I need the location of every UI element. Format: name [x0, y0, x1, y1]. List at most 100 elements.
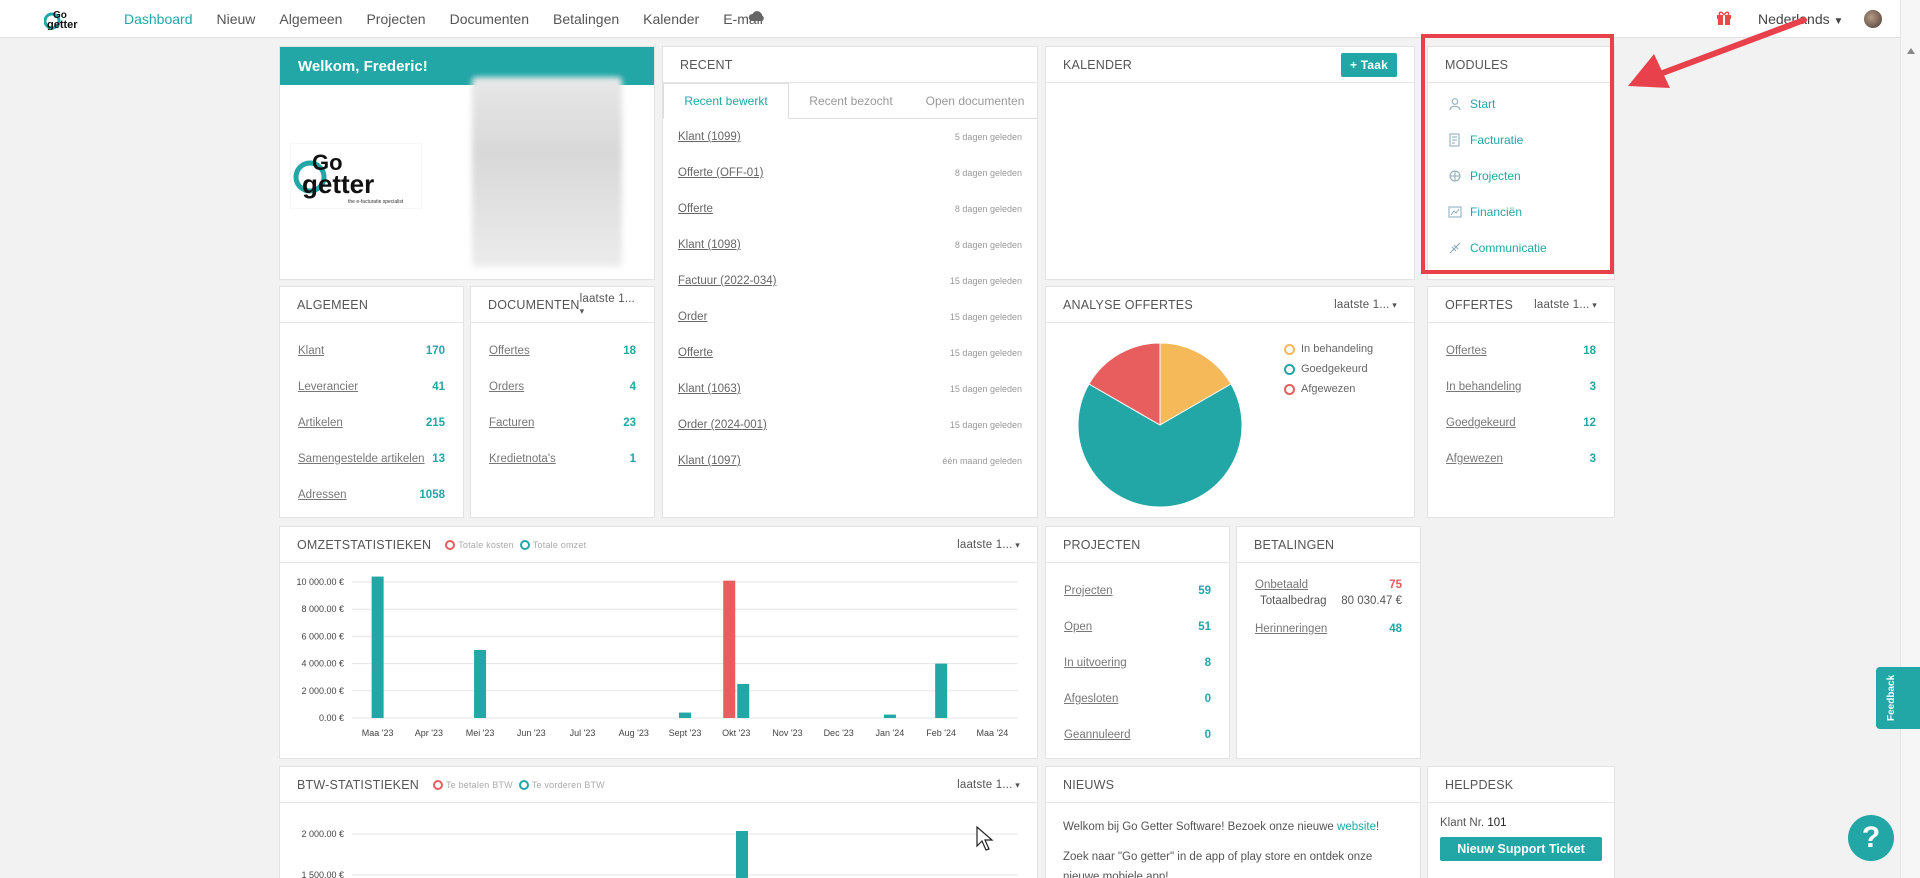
bar-kosten[interactable] [723, 580, 736, 718]
stat-value: 41 [432, 381, 445, 393]
legend-item[interactable]: Te vorderen BTW [518, 779, 605, 790]
x-tick-label: Maa '24 [977, 728, 1009, 738]
legend-item[interactable]: Totale omzet [519, 539, 586, 550]
legend-item[interactable]: Te betalen BTW [432, 779, 513, 790]
finance-icon [1448, 206, 1462, 218]
projecten-title: PROJECTEN [1063, 537, 1141, 552]
stat-value: 1058 [419, 489, 445, 501]
tab-recent-bewerkt[interactable]: Recent bewerkt [663, 83, 789, 119]
module-facturatie[interactable]: Facturatie [1428, 122, 1614, 158]
stat-link[interactable]: In behandeling [1446, 381, 1522, 393]
stat-link[interactable]: Goedgekeurd [1446, 417, 1516, 429]
module-financien[interactable]: Financiën [1428, 194, 1614, 230]
website-link[interactable]: website [1337, 821, 1377, 833]
recent-item-link[interactable]: Klant (1097) [678, 455, 741, 467]
help-button[interactable]: ? [1848, 815, 1894, 861]
legend-item[interactable]: Afgewezen [1284, 379, 1373, 399]
stat-link[interactable]: Projecten [1064, 585, 1113, 597]
caret-down-icon: ▼ [1833, 16, 1844, 27]
recent-item-link[interactable]: Offerte (OFF-01) [678, 167, 764, 179]
feedback-tab[interactable]: Feedback [1876, 667, 1920, 729]
nav-betalingen[interactable]: Betalingen [553, 11, 620, 27]
documenten-period-dropdown[interactable]: laatste 1... [580, 293, 637, 317]
stat-value: 3 [1589, 453, 1596, 465]
module-start[interactable]: Start [1428, 86, 1614, 122]
stat-link[interactable]: Samengestelde artikelen [298, 453, 425, 465]
bar-omzet[interactable] [371, 576, 384, 718]
stat-link[interactable]: Offertes [1446, 345, 1487, 357]
avatar[interactable] [1864, 10, 1882, 28]
nav-nieuw[interactable]: Nieuw [216, 11, 256, 27]
stat-link[interactable]: Open [1064, 621, 1093, 633]
tab-recent-bezocht[interactable]: Recent bezocht [809, 93, 893, 108]
add-task-button[interactable]: + Taak [1340, 52, 1397, 77]
module-projecten[interactable]: Projecten [1428, 158, 1614, 194]
bar-omzet[interactable] [935, 663, 948, 718]
recent-item-link[interactable]: Factuur (2022-034) [678, 275, 777, 287]
stat-link[interactable]: Klant [298, 345, 325, 357]
offertes-period-dropdown[interactable]: laatste 1... [1534, 299, 1597, 311]
stat-value: 13 [432, 453, 445, 465]
stat-value: 215 [425, 417, 445, 429]
bar-omzet[interactable] [474, 650, 487, 718]
recent-item-link[interactable]: Klant (1063) [678, 383, 741, 395]
recent-item-link[interactable]: Klant (1098) [678, 239, 741, 251]
omzet-title: OMZETSTATISTIEKEN [297, 537, 432, 552]
scroll-up-icon[interactable] [1907, 48, 1915, 54]
btw-period-dropdown[interactable]: laatste 1... [957, 779, 1020, 791]
stat-row: In uitvoering 8 [1046, 645, 1229, 681]
stat-link[interactable]: Artikelen [298, 417, 343, 429]
gogetter-logo[interactable]: Go getter [44, 8, 100, 30]
nav-dashboard[interactable]: Dashboard [124, 11, 193, 27]
company-logo: Go getter the e-facturatie specialist [290, 143, 422, 209]
recent-item-link[interactable]: Offerte [678, 347, 713, 359]
tab-open-documenten[interactable]: Open documenten [925, 93, 1025, 108]
stat-link[interactable]: Afgesloten [1064, 693, 1119, 705]
omzet-period-dropdown[interactable]: laatste 1... [957, 539, 1020, 551]
module-communicatie[interactable]: Communicatie [1428, 230, 1614, 266]
gift-icon[interactable] [1716, 10, 1732, 26]
recent-item-link[interactable]: Order (2024-001) [678, 419, 767, 431]
stat-link[interactable]: Facturen [489, 417, 535, 429]
pie-slice-goedgekeurd[interactable] [1077, 383, 1243, 508]
bar-omzet[interactable] [679, 712, 691, 718]
language-selector[interactable]: Nederlands ▼ [1758, 11, 1843, 27]
legend-item[interactable]: In behandeling [1284, 339, 1373, 359]
onbetaald-link[interactable]: Onbetaald [1255, 579, 1309, 591]
stat-link[interactable]: Orders [489, 381, 525, 393]
nav-kalender[interactable]: Kalender [643, 11, 700, 27]
y-tick-label: 2 000.00 € [301, 829, 344, 839]
nav-algemeen[interactable]: Algemeen [279, 11, 343, 27]
cloud-icon[interactable] [748, 9, 766, 23]
pie-slice-afgewezen[interactable] [1088, 342, 1161, 426]
herinneringen-link[interactable]: Herinneringen [1255, 623, 1328, 635]
analyse-period-dropdown[interactable]: laatste 1... [1334, 299, 1397, 311]
new-support-ticket-button[interactable]: Nieuw Support Ticket [1440, 837, 1602, 861]
recent-item-link[interactable]: Klant (1099) [678, 131, 741, 143]
legend-item[interactable]: Totale kosten [445, 539, 514, 550]
stat-link[interactable]: Afgewezen [1446, 453, 1503, 465]
bar-omzet[interactable] [737, 684, 750, 718]
legend-marker-red [432, 779, 443, 790]
stat-link[interactable]: Leverancier [298, 381, 359, 393]
stat-link[interactable]: Adressen [298, 489, 347, 501]
recent-item-link[interactable]: Offerte [678, 203, 713, 215]
module-label: Facturatie [1470, 133, 1524, 147]
page-scrollbar[interactable] [1900, 0, 1920, 878]
svg-text:Go: Go [53, 10, 67, 21]
stat-link[interactable]: Kredietnota's [489, 453, 556, 465]
stat-link[interactable]: In uitvoering [1064, 657, 1127, 669]
stat-row: Leverancier 41 [280, 369, 463, 405]
pie-slice-in-behandeling[interactable] [1159, 342, 1232, 426]
x-tick-label: Apr '23 [415, 728, 443, 738]
stat-link[interactable]: Geannuleerd [1064, 729, 1131, 741]
bar-te-vorderen-btw[interactable] [736, 831, 748, 878]
bar-omzet[interactable] [883, 714, 896, 718]
nav-projecten[interactable]: Projecten [366, 11, 426, 27]
algemeen-list: Klant 170 Leverancier 41 Artikelen 215 Samenge… [280, 323, 463, 513]
nav-documenten[interactable]: Documenten [449, 11, 529, 27]
stat-link[interactable]: Offertes [489, 345, 530, 357]
modules-title: MODULES [1445, 57, 1509, 72]
recent-item-link[interactable]: Order [678, 311, 708, 323]
legend-item[interactable]: Goedgekeurd [1284, 359, 1373, 379]
